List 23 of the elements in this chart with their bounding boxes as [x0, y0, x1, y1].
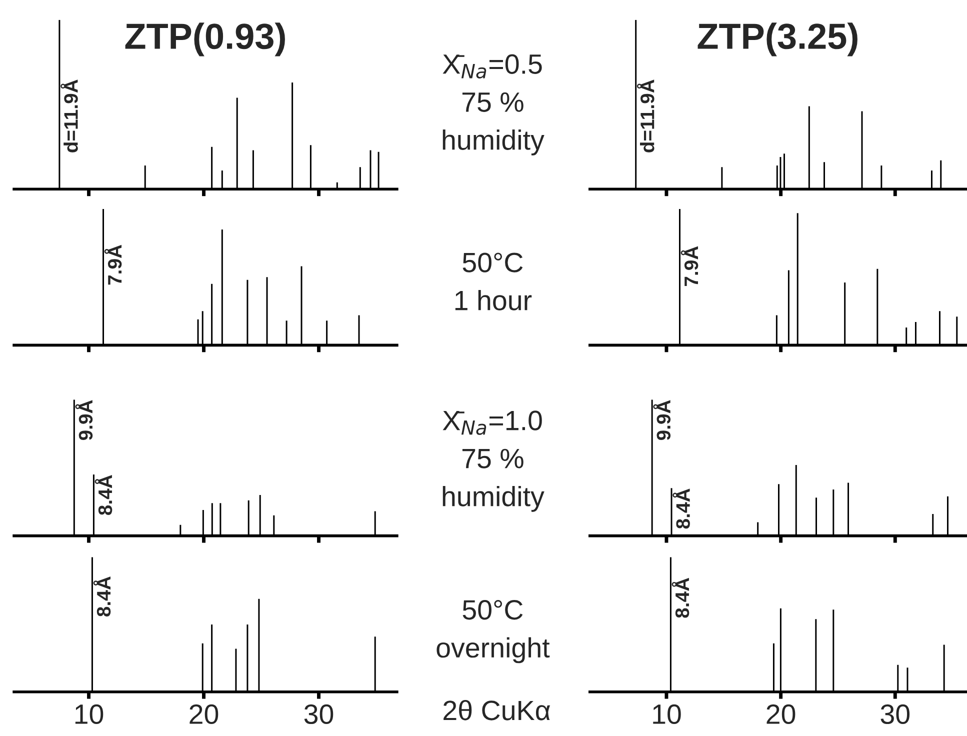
x-tick-label: 30 [304, 704, 334, 724]
annotation: d=11.9Å [636, 80, 654, 152]
annotation: 8.4Å [672, 488, 690, 529]
annotation: 7.9Å [104, 244, 122, 285]
text: 50°C overnight [436, 600, 550, 664]
x-tick-label: 20 [190, 704, 218, 724]
text: X̄$_{Na}$=0.5 75 % humidity [442, 54, 544, 156]
text: X̄$_{Na}$=1.0 75 % humidity [442, 410, 544, 512]
annotation: 9.9Å [653, 400, 671, 440]
annotation: 8.4Å [672, 578, 690, 618]
annotation: 8.4Å [94, 475, 112, 515]
annotation: 8.4Å [93, 576, 111, 616]
x-tick-label: 20 [766, 704, 796, 724]
x-tick-label: 30 [880, 704, 910, 724]
x-tick-label: 10 [653, 704, 681, 724]
annotation: 7.9Å [680, 246, 698, 286]
x-tick-label: 10 [75, 704, 104, 724]
x-axis-title: 2θ CuKα [444, 700, 550, 720]
chart-title: ZTP(0.93) [125, 22, 285, 56]
annotation: 9.9Å [75, 400, 93, 440]
annotation: d=11.9Å [60, 80, 78, 152]
chart-title: ZTP(3.25) [698, 22, 858, 56]
text: 50°C 1 hour [455, 252, 532, 310]
